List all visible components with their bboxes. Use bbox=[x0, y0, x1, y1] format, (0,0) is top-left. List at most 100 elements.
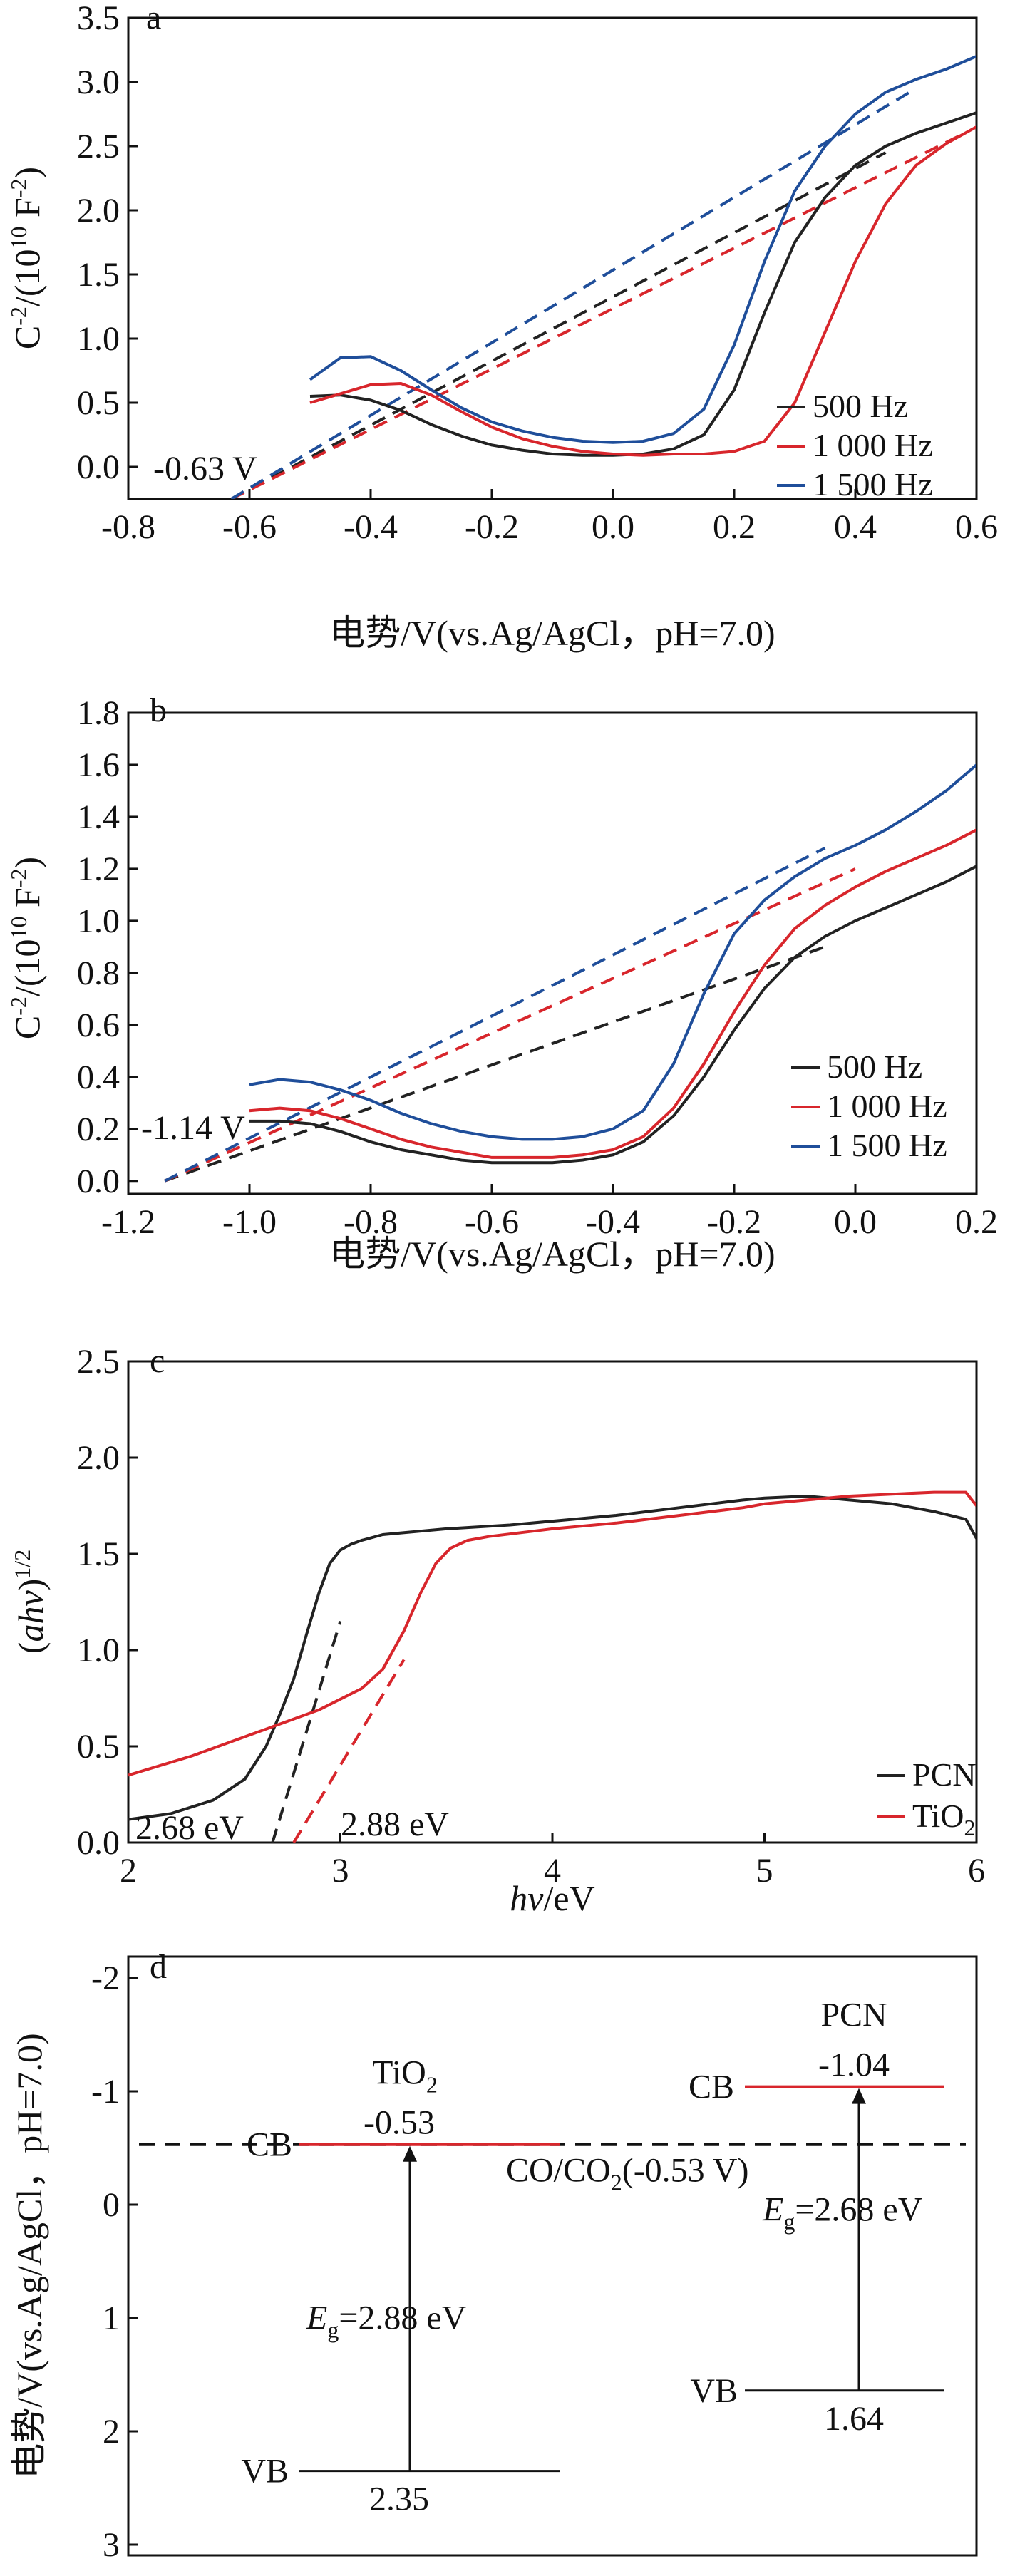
x-tick-label: 2 bbox=[120, 1852, 137, 1890]
y-tick-label: 2.0 bbox=[77, 192, 120, 230]
series-line-1 bbox=[309, 125, 976, 457]
series-lines-b bbox=[249, 763, 976, 1165]
y-tick-label: -2 bbox=[91, 1959, 120, 1997]
y-axis-title-c: (ahv)1/2 bbox=[9, 1550, 51, 1654]
fit-lines-b bbox=[164, 846, 856, 1183]
y-tick-label: 1.0 bbox=[77, 902, 120, 940]
panel-label-d: d bbox=[150, 1948, 167, 1986]
y-axis-title-a: C-2/(1010 F-2) bbox=[6, 167, 47, 349]
y-tick-label: 1.8 bbox=[77, 694, 120, 732]
y-tick-label: 2.5 bbox=[77, 1343, 120, 1381]
y-tick-label: 0.6 bbox=[77, 1006, 120, 1044]
plot-frame-d bbox=[127, 1955, 978, 2557]
material-name: TiO2 bbox=[372, 2054, 438, 2098]
bandgap-label: Eg=2.68 eV bbox=[762, 2191, 923, 2235]
y-tick-label: 1.2 bbox=[77, 850, 120, 888]
arrow-head-icon bbox=[852, 2088, 866, 2104]
x-tick-label: 0.6 bbox=[955, 508, 998, 546]
y-tick-label: 3 bbox=[103, 2526, 120, 2564]
series-lines-a bbox=[309, 55, 976, 457]
legend-label: 1 000 Hz bbox=[827, 1088, 947, 1124]
series-line-1 bbox=[128, 1490, 976, 1777]
fit-lines-c bbox=[271, 1620, 406, 1843]
y-tick-label: 1.4 bbox=[77, 798, 120, 836]
legend-a: 500 Hz1 000 Hz1 500 Hz bbox=[777, 388, 933, 503]
cb-tag: CB bbox=[247, 2126, 292, 2164]
x-tick-label: -0.2 bbox=[707, 1203, 761, 1241]
cb-value: -0.53 bbox=[364, 2104, 435, 2142]
panel-label-b: b bbox=[150, 691, 167, 729]
y-tick-label: 0.5 bbox=[77, 384, 120, 422]
band-diagram-panel-d: d -2 -1 0 1 2 3 CO/CO2(-0.53 V) TiO2 -0.53 CB VB… bbox=[9, 1948, 978, 2564]
y-axis-title-d: 电势/V(vs.Ag/AgCl，pH=7.0) bbox=[9, 2033, 49, 2478]
legend-label: 1 000 Hz bbox=[813, 427, 933, 463]
legend-label: 1 500 Hz bbox=[827, 1127, 947, 1163]
x-axis-title-c: hv/eV bbox=[510, 1878, 594, 1918]
y-tick-label: 1.0 bbox=[77, 320, 120, 358]
y-tick-label: 0.4 bbox=[77, 1058, 120, 1096]
x-tick-label: -0.4 bbox=[344, 508, 398, 546]
y-ticks-d: -2 -1 0 1 2 3 bbox=[91, 1959, 138, 2564]
chart-panel-b: b -1.2 -1.0 -0.8 -0.6 -0.4 -0.2 0.0 0.2 0.00.20… bbox=[6, 691, 998, 1274]
intercept-annotation-b: -1.14 V bbox=[141, 1109, 245, 1147]
y-tick-label: 2.5 bbox=[77, 128, 120, 165]
series-line-2 bbox=[249, 763, 976, 1141]
bandgap-annotation-pcn: 2.68 eV bbox=[135, 1809, 244, 1847]
fit-line-2 bbox=[164, 846, 826, 1183]
x-tick-label: 4 bbox=[544, 1852, 561, 1890]
y-tick-label: 1 bbox=[103, 2299, 120, 2337]
intercept-annotation-a: -0.63 V bbox=[153, 450, 257, 488]
x-ticks-b: -1.2 -1.0 -0.8 -0.6 -0.4 -0.2 0.0 0.2 bbox=[101, 1184, 998, 1241]
legend-label: TiO2 bbox=[912, 1798, 975, 1840]
x-axis-title-a: 电势/V(vs.Ag/AgCl，pH=7.0) bbox=[329, 613, 775, 653]
legend-c: PCN TiO2 bbox=[877, 1756, 976, 1840]
y-tick-label: 0 bbox=[103, 2186, 120, 2224]
fit-line-1 bbox=[292, 1659, 406, 1843]
legend-label: PCN bbox=[912, 1756, 976, 1793]
y-tick-label: 0.5 bbox=[77, 1728, 120, 1766]
vb-value: 1.64 bbox=[824, 2400, 884, 2438]
x-tick-label: 3 bbox=[332, 1852, 349, 1890]
band-levels: TiO2 -0.53 CB VB 2.35 Eg=2.88 eV PCN -1.04 CB VB 1… bbox=[241, 1997, 944, 2518]
plot-frame-a bbox=[127, 16, 978, 500]
y-tick-label: 1.5 bbox=[77, 1535, 120, 1573]
y-tick-label: 0.0 bbox=[77, 1824, 120, 1862]
legend-label: 1 500 Hz bbox=[813, 466, 933, 503]
vb-tag: VB bbox=[241, 2453, 289, 2490]
legend-label: 500 Hz bbox=[813, 388, 908, 424]
x-tick-label: -0.2 bbox=[465, 508, 519, 546]
y-tick-label: 0.0 bbox=[77, 1163, 120, 1200]
chart-panel-c: c 2 3 4 5 6 0.0 0.5 1.0 1.5 2.0 2.5 2.68 eV 2.88 … bbox=[9, 1342, 985, 1918]
legend-b: 500 Hz1 000 Hz1 500 Hz bbox=[791, 1049, 947, 1163]
x-tick-label: -0.8 bbox=[344, 1203, 398, 1241]
bandgap-label: Eg=2.88 eV bbox=[306, 2299, 467, 2343]
series-line-2 bbox=[309, 55, 976, 444]
series-line-0 bbox=[128, 1495, 976, 1821]
y-tick-label: 3.5 bbox=[77, 0, 120, 37]
y-ticks-c: 0.0 0.5 1.0 1.5 2.0 2.5 bbox=[77, 1343, 138, 1862]
fit-line-0 bbox=[230, 151, 887, 499]
x-tick-label: -0.4 bbox=[586, 1203, 640, 1241]
y-ticks-a: 0.0 0.5 1.0 1.5 2.0 2.5 3.0 3.5 bbox=[77, 0, 138, 486]
x-tick-label: 0.4 bbox=[834, 508, 877, 546]
fit-line-0 bbox=[271, 1620, 342, 1843]
fit-line-1 bbox=[164, 867, 856, 1183]
material-name: PCN bbox=[820, 1997, 887, 2034]
y-tick-label: 0.8 bbox=[77, 954, 120, 992]
fit-lines-a bbox=[230, 87, 965, 499]
panel-label-c: c bbox=[150, 1342, 165, 1380]
fit-line-0 bbox=[164, 945, 826, 1183]
plot-frame-b bbox=[127, 711, 978, 1195]
x-tick-label: -1.2 bbox=[101, 1203, 155, 1241]
x-tick-label: -0.6 bbox=[465, 1203, 519, 1241]
x-tick-label: 0.2 bbox=[955, 1203, 998, 1241]
x-tick-label: 6 bbox=[968, 1852, 985, 1890]
y-tick-label: 2.0 bbox=[77, 1439, 120, 1477]
y-tick-label: 1.0 bbox=[77, 1632, 120, 1669]
y-ticks-b: 0.0 0.2 0.4 0.6 0.8 1.0 1.2 1.4 1.6 1.8 bbox=[77, 694, 138, 1200]
arrow-head-icon bbox=[403, 2145, 417, 2162]
series-line-0 bbox=[249, 865, 976, 1165]
y-tick-label: 3.0 bbox=[77, 63, 120, 101]
panel-label-a: a bbox=[146, 0, 161, 36]
